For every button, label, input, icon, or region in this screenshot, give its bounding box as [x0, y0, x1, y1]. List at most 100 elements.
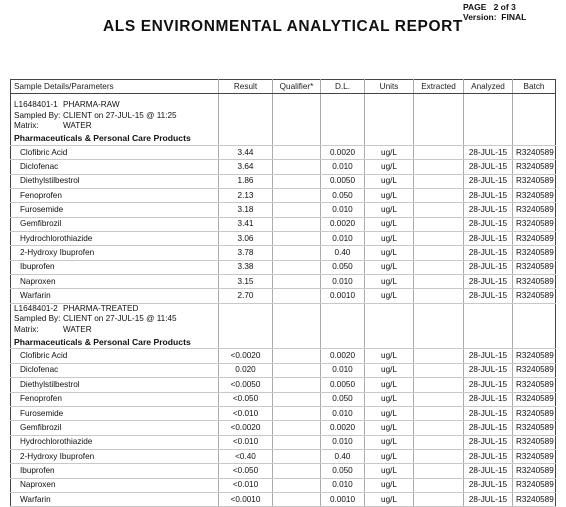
empty-cell	[272, 121, 321, 132]
qualifier-value	[272, 245, 321, 261]
empty-cell: L1648401-2 PHARMA-TREATED	[10, 302, 219, 315]
batch-id: R3240589	[512, 463, 556, 479]
parameter-name: Diethylstilbestrol	[10, 174, 219, 189]
detection-limit: 0.010	[320, 435, 365, 450]
detection-limit: 0.010	[320, 274, 365, 290]
batch-id: R3240589	[512, 202, 556, 218]
matrix-row: Matrix: WATER	[10, 324, 556, 336]
empty-cell	[413, 314, 464, 325]
result-value: 2.70	[218, 288, 273, 304]
parameter-name: Hydrochlorothiazide	[10, 231, 219, 247]
empty-cell	[512, 131, 556, 146]
column-header: D.L.	[320, 79, 365, 94]
detection-limit: 0.010	[320, 363, 365, 379]
empty-cell	[272, 324, 321, 336]
batch-id: R3240589	[512, 260, 556, 275]
empty-cell	[512, 302, 556, 315]
analyzed-date: 28-JUL-15	[463, 463, 513, 479]
qualifier-value	[272, 420, 321, 436]
empty-cell: L1648401-1 PHARMA-RAW	[10, 100, 219, 111]
page-label: PAGE	[463, 2, 487, 12]
empty-cell	[512, 314, 556, 325]
result-value: <0.40	[218, 449, 273, 465]
parameter-name: 2-Hydroxy Ibuprofen	[10, 245, 219, 261]
page-total: 3	[511, 2, 516, 12]
column-header-row: Sample Details/Parameters Result Qualifier…	[10, 79, 556, 94]
qualifier-value	[272, 145, 321, 161]
units-value: ug/L	[364, 449, 414, 465]
detection-limit: 0.050	[320, 188, 365, 204]
info-value: CLIENT on 27-JUL-15 @ 11:25	[63, 110, 177, 120]
table-row: 2-Hydroxy Ibuprofen <0.40 0.40 ug/L 28-JUL-1…	[10, 449, 556, 465]
units-value: ug/L	[364, 288, 414, 304]
units-value: ug/L	[364, 274, 414, 290]
empty-cell	[512, 121, 556, 132]
detection-limit: 0.010	[320, 202, 365, 218]
empty-cell	[218, 335, 273, 350]
extracted-date	[413, 260, 464, 275]
empty-cell	[218, 110, 273, 121]
empty-cell	[218, 324, 273, 336]
qualifier-value	[272, 463, 321, 479]
batch-id: R3240589	[512, 420, 556, 436]
units-value: ug/L	[364, 188, 414, 204]
empty-cell	[413, 324, 464, 336]
detection-limit: 0.010	[320, 478, 365, 493]
info-value: CLIENT on 27-JUL-15 @ 11:45	[63, 314, 177, 324]
empty-cell	[218, 302, 273, 315]
extracted-date	[413, 463, 464, 479]
parameter-name: Clofibric Acid	[10, 348, 219, 364]
result-value: <0.0020	[218, 348, 273, 364]
result-value: 1.86	[218, 174, 273, 189]
results-table: Sample Details/Parameters Result Qualifier…	[10, 79, 556, 507]
extracted-date	[413, 449, 464, 465]
detection-limit: 0.010	[320, 406, 365, 422]
info-label: L1648401-2	[14, 303, 58, 313]
empty-cell	[463, 314, 513, 325]
info-value: WATER	[63, 121, 92, 131]
qualifier-value	[272, 202, 321, 218]
batch-id: R3240589	[512, 174, 556, 189]
column-header: Units	[364, 79, 414, 94]
empty-cell	[320, 302, 365, 315]
batch-id: R3240589	[512, 145, 556, 161]
table-row: Furosemide <0.010 0.010 ug/L 28-JUL-15 R32405…	[10, 406, 556, 422]
table-row: Hydrochlorothiazide 3.06 0.010 ug/L 28-JUL-1…	[10, 231, 556, 247]
table-row: Diclofenac 0.020 0.010 ug/L 28-JUL-15 R324058…	[10, 363, 556, 379]
detection-limit: 0.050	[320, 463, 365, 479]
extracted-date	[413, 420, 464, 436]
extracted-date	[413, 392, 464, 407]
table-row: Clofibric Acid <0.0020 0.0020 ug/L 28-JUL-15…	[10, 348, 556, 364]
qualifier-value	[272, 217, 321, 232]
units-value: ug/L	[364, 145, 414, 161]
analyzed-date: 28-JUL-15	[463, 435, 513, 450]
analyzed-date: 28-JUL-15	[463, 288, 513, 304]
empty-cell	[320, 131, 365, 146]
page-of: of	[500, 2, 509, 12]
spacer-row	[10, 93, 556, 100]
units-value: ug/L	[364, 159, 414, 175]
empty-cell	[413, 131, 464, 146]
table-row: Hydrochlorothiazide <0.010 0.010 ug/L 28-JUL…	[10, 435, 556, 450]
info-label: Matrix:	[14, 324, 39, 334]
result-value: <0.010	[218, 478, 273, 493]
batch-id: R3240589	[512, 188, 556, 204]
empty-cell	[463, 100, 513, 111]
qualifier-value	[272, 288, 321, 304]
empty-cell	[320, 314, 365, 325]
units-value: ug/L	[364, 348, 414, 364]
result-value: 3.06	[218, 231, 273, 247]
qualifier-value	[272, 159, 321, 175]
info-value: WATER	[63, 324, 92, 334]
parameter-name: Ibuprofen	[10, 260, 219, 275]
table-row: Fenoprofen 2.13 0.050 ug/L 28-JUL-15 R3240589	[10, 188, 556, 204]
empty-cell	[512, 100, 556, 111]
empty-cell	[320, 100, 365, 111]
empty-cell	[320, 121, 365, 132]
column-header: Analyzed	[463, 79, 513, 94]
info-label: L1648401-1	[14, 100, 58, 110]
section-heading-row: Pharmaceuticals & Personal Care Products	[10, 131, 556, 146]
empty-cell	[320, 335, 365, 350]
empty-cell	[463, 121, 513, 132]
empty-cell	[512, 110, 556, 121]
